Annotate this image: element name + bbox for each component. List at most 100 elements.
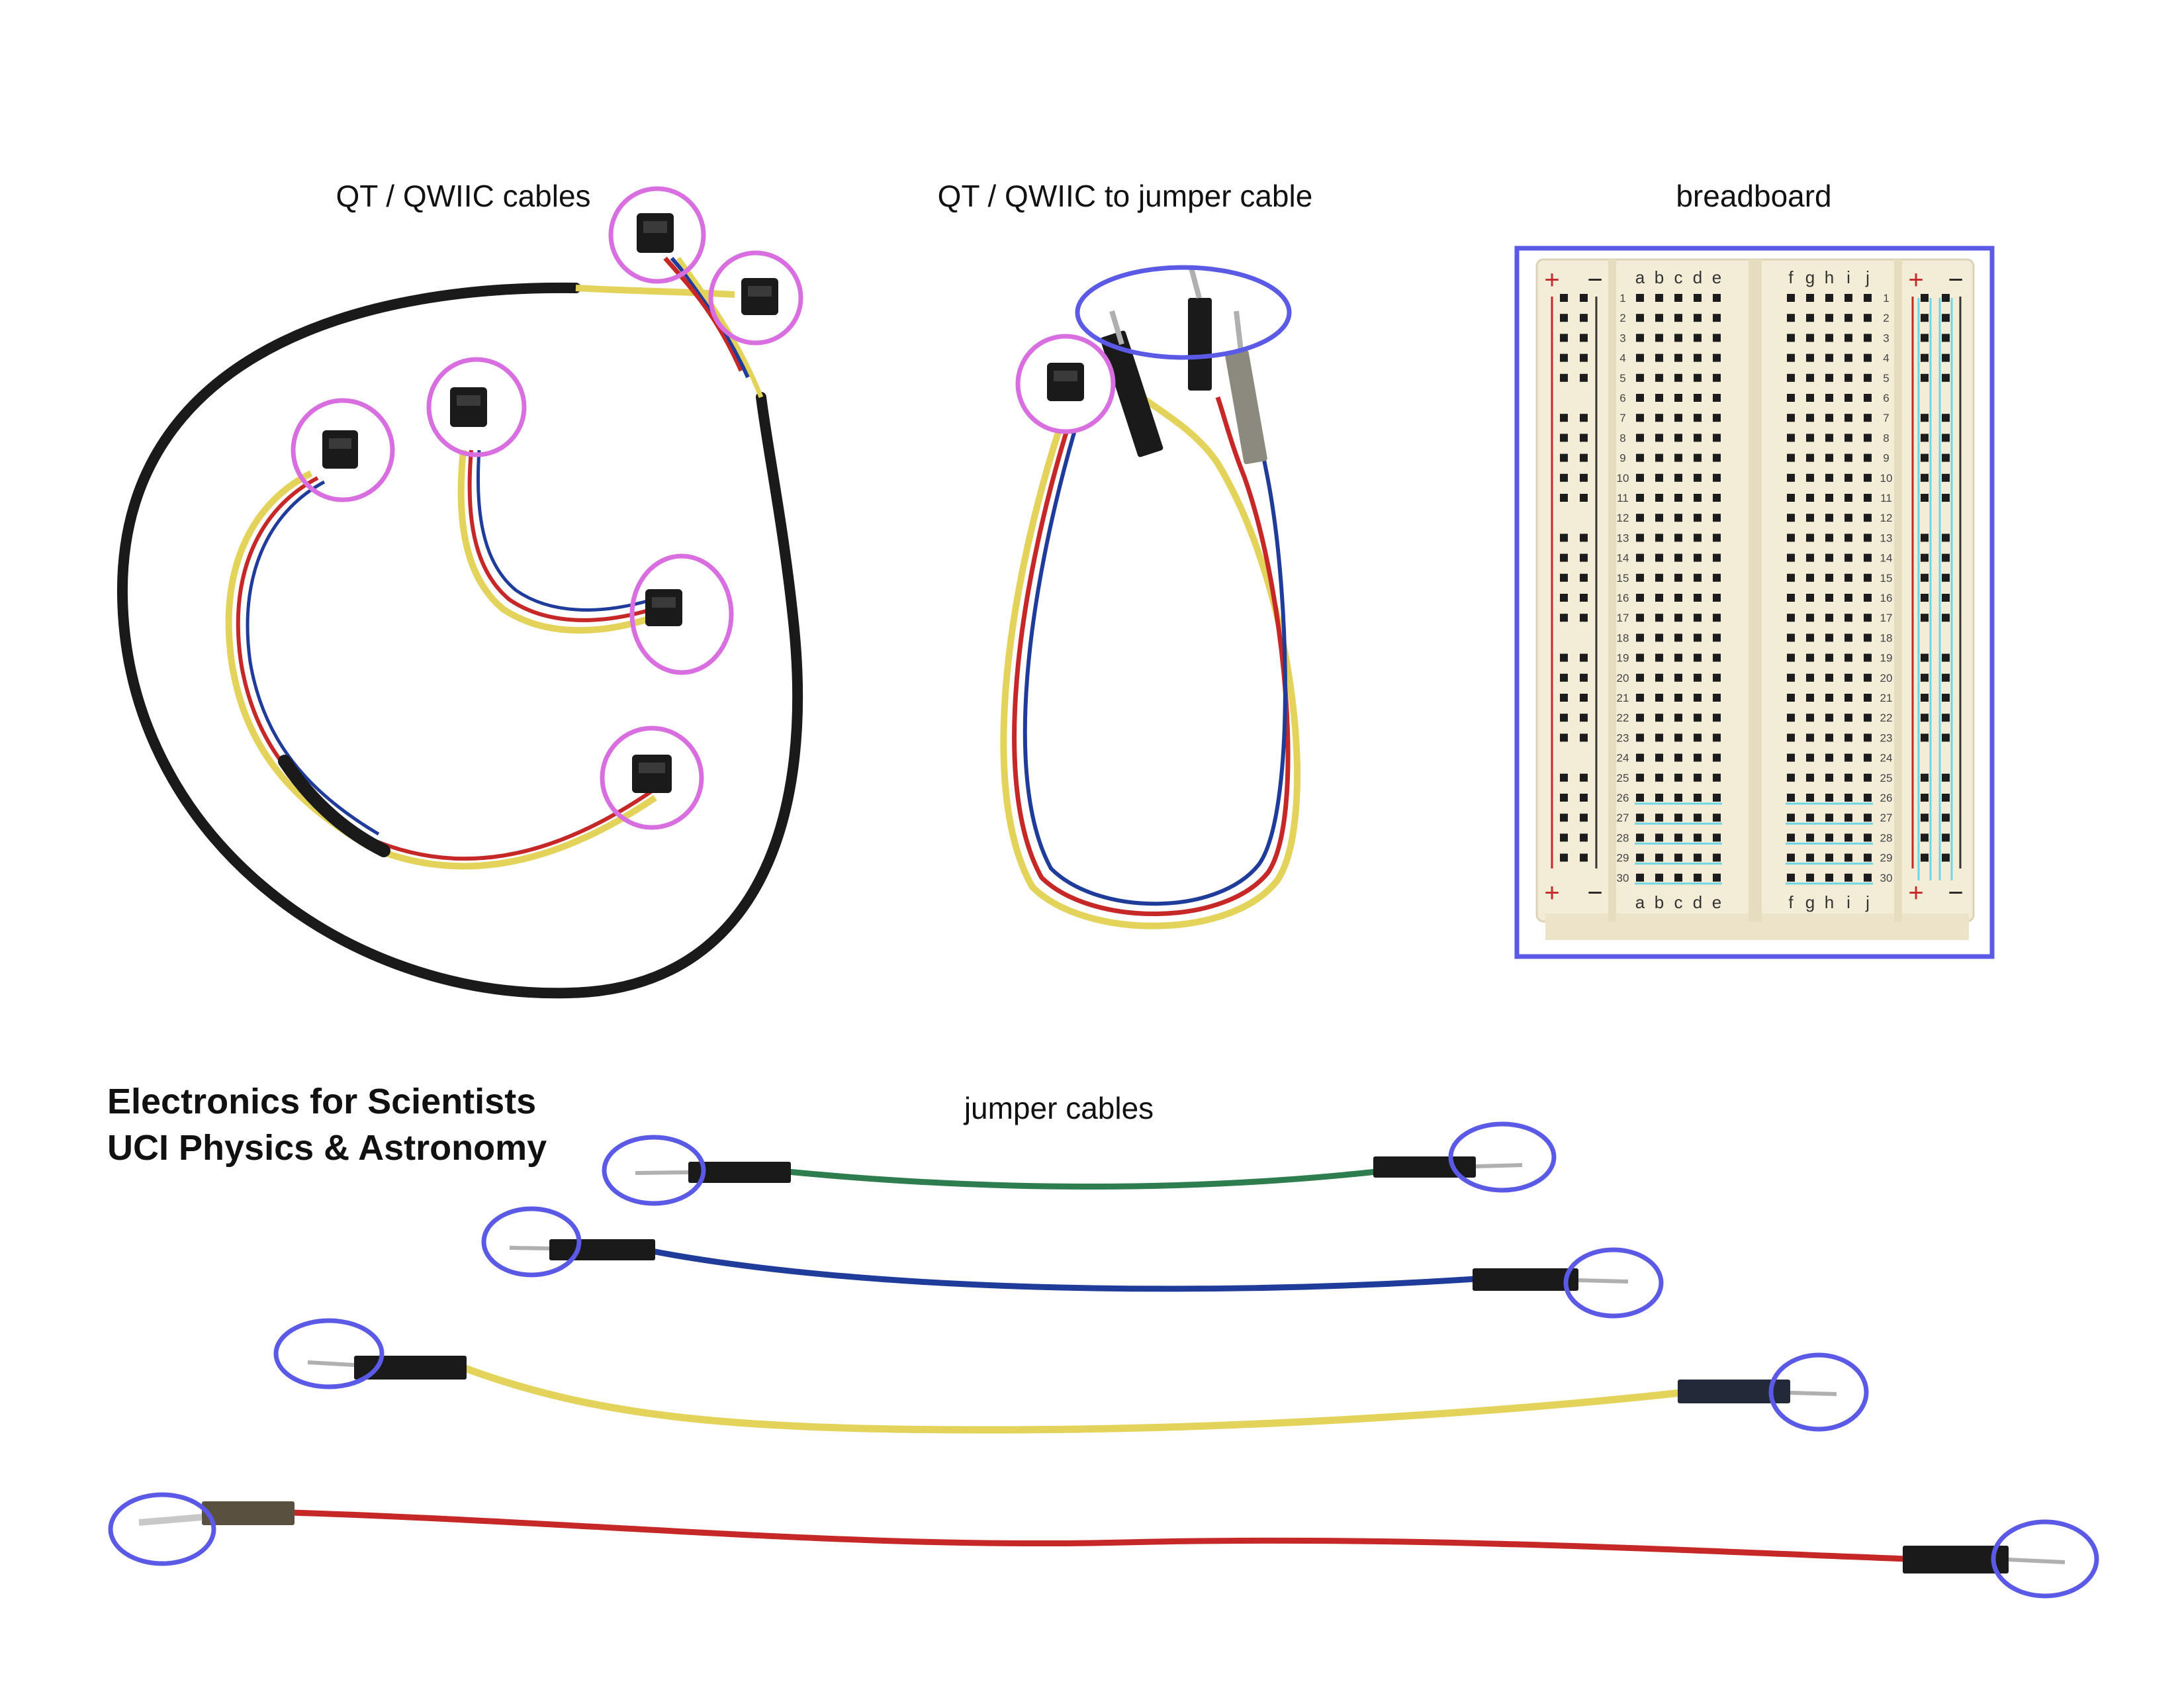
breadboard-hole xyxy=(1713,633,1721,642)
breadboard-hole xyxy=(1864,434,1872,442)
row-number-left: 17 xyxy=(1617,612,1629,624)
jumper-highlight-ring xyxy=(1768,1352,1869,1432)
row-number-right: 26 xyxy=(1880,792,1893,804)
rail-hole xyxy=(1560,334,1568,342)
breadboard-hole xyxy=(1694,373,1702,382)
jumper-housing xyxy=(1473,1268,1578,1291)
breadboard-hole xyxy=(1655,614,1663,622)
breadboard-hole xyxy=(1844,773,1852,782)
breadboard-group: + − + − + − + − a b c d e f g h i ja b c d e f g h i j 1 12… xyxy=(1514,246,1995,959)
breadboard-hole xyxy=(1825,614,1833,622)
row-number-left: 4 xyxy=(1619,352,1625,365)
qt-long-cable-blue-end xyxy=(670,257,750,379)
row-number-right: 2 xyxy=(1883,312,1889,324)
breadboard-hole xyxy=(1844,553,1852,562)
breadboard-hole xyxy=(1655,553,1663,562)
rail-hole xyxy=(1580,553,1588,562)
row-number-left: 7 xyxy=(1619,412,1625,424)
breadboard-hole xyxy=(1806,553,1814,562)
rail-hole xyxy=(1560,794,1568,802)
rail-hole xyxy=(1921,673,1929,682)
qt-jumper-wire-red xyxy=(1012,396,1291,917)
rail-hole xyxy=(1942,434,1950,442)
qt-connector-icon xyxy=(450,387,487,427)
breadboard-hole xyxy=(1655,773,1663,782)
rail-hole xyxy=(1560,673,1568,682)
jumper-highlight-ring xyxy=(481,1206,582,1278)
breadboard-hole xyxy=(1787,853,1795,862)
breadboard-frame xyxy=(1514,246,1995,959)
breadboard-hole xyxy=(1806,614,1814,622)
rail-minus-top-right: − xyxy=(1948,265,1963,295)
row-number-right: 9 xyxy=(1883,452,1889,465)
breadboard-hole xyxy=(1806,294,1814,302)
breadboard-hole xyxy=(1825,514,1833,522)
rail-hole xyxy=(1921,334,1929,342)
row-number-left: 1 xyxy=(1619,292,1625,305)
qt-jumper-wire-yellow xyxy=(1000,381,1300,929)
rail-hole xyxy=(1942,694,1950,702)
breadboard-hole xyxy=(1674,534,1682,542)
breadboard-hole xyxy=(1806,653,1814,662)
column-letter-bottom-j: j xyxy=(1865,892,1870,912)
rail-hole xyxy=(1942,494,1950,502)
rail-hole xyxy=(1580,773,1588,782)
column-letter-bottom-a: a xyxy=(1635,892,1645,912)
breadboard-hole xyxy=(1844,673,1852,682)
breadboard-holes xyxy=(1560,294,1950,882)
breadboard-hole xyxy=(1655,414,1663,422)
breadboard-hole xyxy=(1636,714,1644,722)
breadboard-hole xyxy=(1825,494,1833,502)
rail-hole xyxy=(1560,314,1568,322)
breadboard-hole xyxy=(1787,314,1795,322)
rail-hole xyxy=(1580,334,1588,342)
rail-hole xyxy=(1921,653,1929,662)
breadboard-hole xyxy=(1636,733,1644,742)
breadboard-hole xyxy=(1636,853,1644,862)
breadboard-hole xyxy=(1636,673,1644,682)
row-number-right: 23 xyxy=(1880,731,1893,744)
breadboard-hole xyxy=(1655,753,1663,762)
row-number-right: 4 xyxy=(1883,352,1889,365)
qt-highlight-ring xyxy=(600,726,704,830)
row-number-left: 24 xyxy=(1617,752,1629,765)
breadboard-hole xyxy=(1844,714,1852,722)
breadboard-hole xyxy=(1636,594,1644,602)
breadboard-hole xyxy=(1694,853,1702,862)
breadboard-hole xyxy=(1694,594,1702,602)
breadboard-hole xyxy=(1713,294,1721,302)
jumper-pin-icon xyxy=(1790,1391,1837,1396)
breadboard-hole xyxy=(1713,453,1721,462)
breadboard-center-channel xyxy=(1749,259,1762,921)
breadboard-hole xyxy=(1674,353,1682,362)
breadboard-hole xyxy=(1864,753,1872,762)
breadboard-hole xyxy=(1787,434,1795,442)
breadboard-hole xyxy=(1674,573,1682,582)
breadboard-hole xyxy=(1694,353,1702,362)
qt-highlight-ring xyxy=(1015,334,1116,434)
breadboard-hole xyxy=(1825,353,1833,362)
breadboard-hole xyxy=(1694,553,1702,562)
row-number-right: 27 xyxy=(1880,812,1893,824)
breadboard-hole xyxy=(1694,453,1702,462)
breadboard-hole xyxy=(1713,334,1721,342)
qt-jumper-wire-blue xyxy=(1023,383,1287,906)
row-number-left: 16 xyxy=(1617,592,1629,604)
qt-short-cable-yellow xyxy=(457,449,650,634)
rail-hole xyxy=(1560,694,1568,702)
breadboard-hole xyxy=(1655,714,1663,722)
row-number-left: 10 xyxy=(1617,472,1629,485)
label-jumper-cables: jumper cables xyxy=(963,1091,1154,1125)
row-number-right: 7 xyxy=(1883,412,1889,424)
rail-hole xyxy=(1580,733,1588,742)
breadboard-hole xyxy=(1674,453,1682,462)
column-letter-bottom-c: c xyxy=(1674,892,1683,912)
qt-highlight-ring xyxy=(708,250,803,346)
jumper-pin-icon xyxy=(1109,310,1124,346)
column-letter-top-g: g xyxy=(1805,267,1815,287)
breadboard-hole xyxy=(1674,814,1682,822)
breadboard-hole xyxy=(1636,353,1644,362)
rail-hole xyxy=(1921,434,1929,442)
breadboard-hole xyxy=(1636,573,1644,582)
